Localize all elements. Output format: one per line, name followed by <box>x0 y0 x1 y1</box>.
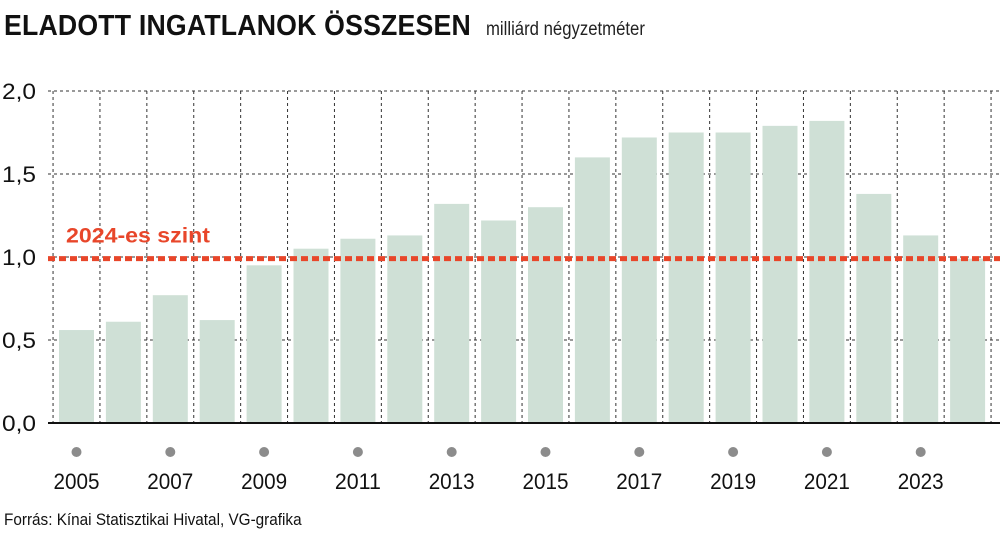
reference-line-label: 2024-es szint <box>66 225 210 248</box>
x-tick-label: 2015 <box>523 469 569 494</box>
chart-header: ELADOTT INGATLANOK ÖSSZESEN milliárd nég… <box>4 10 667 43</box>
x-tick-dot <box>821 447 832 457</box>
y-tick-label: 1,0 <box>2 245 36 270</box>
bar-2020 <box>762 125 798 424</box>
bar-2014 <box>481 220 517 423</box>
x-tick-dot <box>71 447 82 457</box>
y-tick-label: 0,0 <box>2 411 36 436</box>
bar-2018 <box>668 132 704 423</box>
bar-2023 <box>903 235 939 423</box>
x-tick-label: 2013 <box>429 469 475 494</box>
bar-2005 <box>59 330 94 423</box>
chart-subtitle: milliárd négyzetméter <box>486 19 645 40</box>
bar-2011 <box>340 238 376 423</box>
x-tick-label: 2021 <box>804 469 850 494</box>
bar-2017 <box>621 137 657 424</box>
x-tick-dot <box>540 447 551 457</box>
bar-2024 <box>950 258 986 423</box>
y-tick-label: 0,5 <box>2 328 36 353</box>
y-tick-label: 1,5 <box>2 162 36 187</box>
bar-2016 <box>574 157 610 423</box>
x-tick-dot <box>165 447 176 457</box>
bar-2022 <box>856 193 892 423</box>
x-tick-label: 2017 <box>616 469 662 494</box>
x-tick-dot <box>915 447 926 457</box>
x-tick-dot <box>352 447 363 457</box>
bar-2008 <box>199 320 235 423</box>
bar-2012 <box>387 235 423 423</box>
bar-2021 <box>809 120 845 423</box>
x-tick-label: 2005 <box>54 469 100 494</box>
x-tick-dot <box>728 447 739 457</box>
source-note: Forrás: Kínai Statisztikai Hivatal, VG-g… <box>4 510 302 529</box>
x-tick-label: 2007 <box>147 469 193 494</box>
bar-2007 <box>152 295 188 423</box>
x-tick-dot <box>446 447 457 457</box>
x-tick-label: 2019 <box>710 469 756 494</box>
bar-2015 <box>528 207 563 423</box>
y-tick-label: 2,0 <box>2 79 36 104</box>
bar-2010 <box>293 248 329 423</box>
x-tick-label: 2011 <box>335 469 381 494</box>
x-tick-dot <box>634 447 645 457</box>
x-tick-label: 2009 <box>241 469 287 494</box>
bar-2019 <box>715 132 751 423</box>
bar-2013 <box>434 203 470 423</box>
bar-2009 <box>246 265 282 423</box>
x-tick-label: 2023 <box>898 469 944 494</box>
x-tick-dot <box>259 447 270 457</box>
bar-2006 <box>105 321 141 423</box>
chart-title: ELADOTT INGATLANOK ÖSSZESEN <box>4 10 471 42</box>
